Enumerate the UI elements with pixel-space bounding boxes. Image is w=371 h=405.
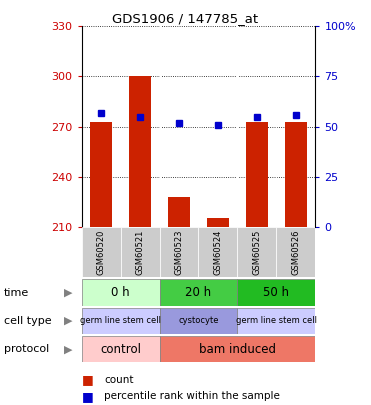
Bar [82, 336, 160, 362]
Bar [276, 227, 315, 277]
Text: 50 h: 50 h [263, 286, 289, 299]
Bar [129, 77, 151, 227]
Text: percentile rank within the sample: percentile rank within the sample [104, 391, 280, 401]
Bar [82, 227, 121, 277]
Text: GSM60520: GSM60520 [96, 229, 106, 275]
Text: ■: ■ [82, 390, 93, 403]
Text: ▶: ▶ [65, 316, 73, 326]
Text: ▶: ▶ [65, 344, 73, 354]
Text: bam induced: bam induced [199, 343, 276, 356]
Text: 0 h: 0 h [111, 286, 130, 299]
Bar [82, 279, 160, 306]
Bar [121, 227, 160, 277]
Bar [160, 336, 315, 362]
Bar [246, 122, 267, 227]
Bar [160, 227, 198, 277]
Bar [237, 227, 276, 277]
Text: control: control [100, 343, 141, 356]
Bar [160, 308, 237, 334]
Text: count: count [104, 375, 134, 385]
Text: GSM60521: GSM60521 [135, 229, 145, 275]
Text: GSM60523: GSM60523 [174, 229, 184, 275]
Text: cell type: cell type [4, 316, 51, 326]
Bar [207, 218, 229, 227]
Text: cystocyte: cystocyte [178, 316, 219, 326]
Bar [91, 122, 112, 227]
Bar [82, 308, 160, 334]
Text: GSM60526: GSM60526 [291, 229, 301, 275]
Bar [237, 279, 315, 306]
Text: germ line stem cell: germ line stem cell [236, 316, 317, 326]
Text: GSM60524: GSM60524 [213, 229, 223, 275]
Text: GSM60525: GSM60525 [252, 229, 262, 275]
Text: protocol: protocol [4, 344, 49, 354]
Text: 20 h: 20 h [186, 286, 211, 299]
Bar [237, 308, 315, 334]
Text: GDS1906 / 147785_at: GDS1906 / 147785_at [112, 12, 259, 25]
Bar [168, 197, 190, 227]
Text: ▶: ▶ [65, 288, 73, 298]
Text: germ line stem cell: germ line stem cell [80, 316, 161, 326]
Text: ■: ■ [82, 373, 93, 386]
Bar [285, 122, 306, 227]
Text: time: time [4, 288, 29, 298]
Bar [198, 227, 237, 277]
Bar [160, 279, 237, 306]
